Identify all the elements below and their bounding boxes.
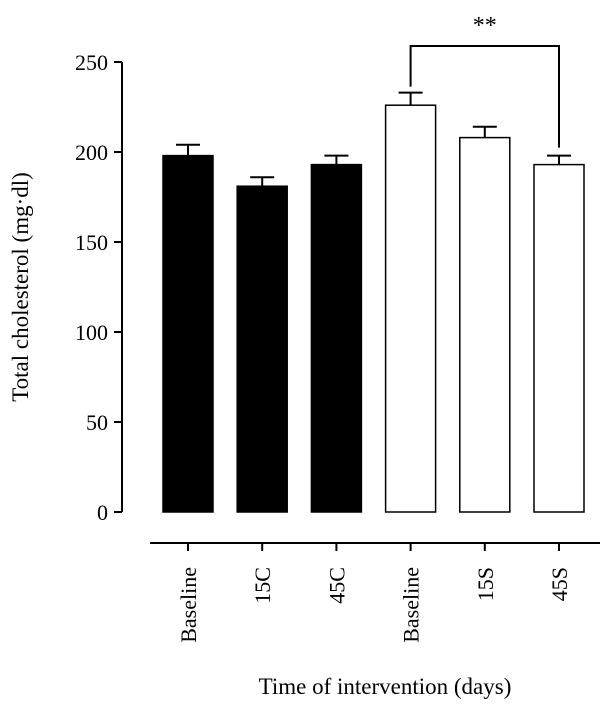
error-bar xyxy=(398,91,423,106)
bar xyxy=(310,163,363,513)
x-tick-label: 45C xyxy=(324,567,349,604)
y-axis-title: Total cholesterol (mg·dl) xyxy=(8,172,33,402)
y-tick-label: 150 xyxy=(75,230,108,255)
significance-bracket: ** xyxy=(409,13,560,148)
y-axis: 0 50 100 150 200 250 xyxy=(75,50,123,525)
significance-bracket-line xyxy=(409,45,560,148)
significance-label: ** xyxy=(473,13,497,39)
y-tick-label: 100 xyxy=(75,320,108,345)
bar xyxy=(384,104,437,513)
x-axis-title: Time of intervention (days) xyxy=(259,674,512,699)
y-tick-label: 50 xyxy=(86,410,108,435)
y-tick-label: 200 xyxy=(75,140,108,165)
error-bar xyxy=(472,125,497,138)
error-bar xyxy=(176,143,200,156)
x-tick-label: 15C xyxy=(250,567,275,604)
x-axis: Baseline 15C 45C Baseline 15S 45S xyxy=(150,542,600,643)
bar xyxy=(533,163,585,513)
bar xyxy=(236,185,288,513)
error-bar xyxy=(547,154,571,165)
error-bar xyxy=(324,154,349,165)
bar xyxy=(162,154,214,513)
y-tick-label: 250 xyxy=(75,50,108,75)
y-tick-label: 0 xyxy=(97,500,108,525)
x-tick-label: 45S xyxy=(547,567,572,601)
error-bars xyxy=(176,91,571,187)
x-tick-label: Baseline xyxy=(176,567,201,643)
x-tick-label: Baseline xyxy=(399,567,424,643)
bar xyxy=(459,136,511,513)
bars xyxy=(162,104,585,513)
x-tick-label: 15S xyxy=(473,567,498,601)
error-bar xyxy=(250,176,275,187)
